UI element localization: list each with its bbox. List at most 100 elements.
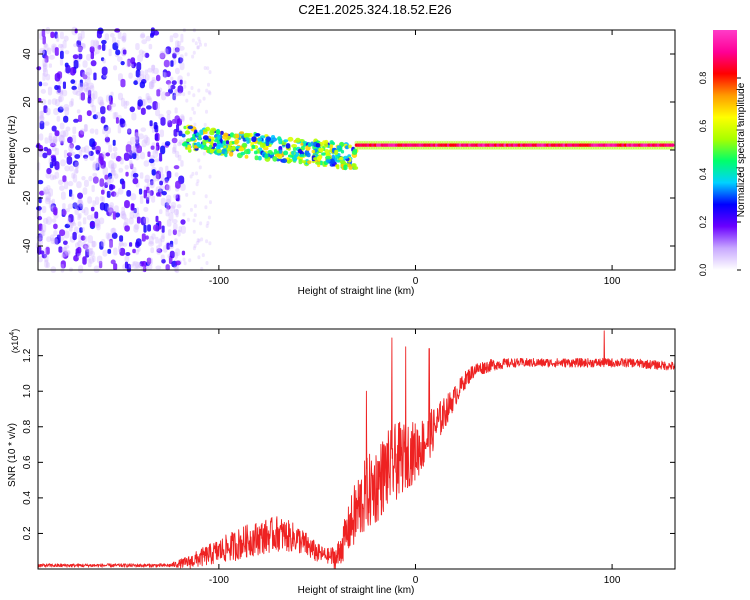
spectrogram-cell — [104, 134, 109, 139]
spectrogram-cell — [80, 235, 86, 241]
spectrogram-cell — [205, 109, 208, 114]
spectrogram-cell — [600, 143, 604, 147]
spectrogram-cell — [59, 229, 66, 237]
spectrogram-cell — [51, 98, 58, 105]
spectrogram-y-label: Frequency (Hz) — [7, 116, 18, 185]
spectrogram-cell — [54, 147, 59, 156]
spectrogram-cell — [82, 241, 86, 248]
spectrogram-cell — [76, 204, 82, 211]
spectrogram-cell — [86, 214, 93, 221]
spectrogram-cell — [171, 219, 178, 224]
spectrogram-cell — [300, 142, 304, 146]
spectrogram-cell — [39, 250, 45, 255]
spectrogram-cell — [283, 150, 289, 156]
spectrogram-cell — [108, 172, 113, 180]
spectrogram-cell — [112, 36, 116, 44]
snr-series-line — [37, 330, 676, 569]
spectrogram-cell — [254, 155, 259, 161]
spectrogram-cell — [203, 122, 207, 127]
spectrogram-cell — [124, 200, 130, 209]
spectrogram-cell — [159, 152, 163, 162]
spectrogram-cell — [39, 47, 45, 56]
spectrogram-cell — [71, 193, 75, 200]
spectrogram-cell — [112, 139, 116, 146]
spectrogram-cell — [197, 255, 201, 260]
spectrogram-cell — [245, 137, 249, 141]
spectrogram-cell — [138, 133, 144, 140]
colorbar-tick-label: 0.2 — [698, 216, 708, 229]
spectrogram-cell — [348, 165, 353, 170]
spectrogram-cell — [136, 216, 141, 224]
spectrogram-cell — [125, 100, 130, 106]
spectrogram-cell — [120, 78, 126, 88]
spectrogram-cell — [92, 200, 96, 207]
spectrogram-cell — [68, 165, 74, 172]
y-tick-label: 1.2 — [22, 348, 33, 362]
spectrogram-cell — [160, 173, 165, 183]
spectrogram-cell — [77, 199, 83, 207]
spectrogram-cell — [62, 130, 69, 137]
y-tick-label: -40 — [22, 238, 33, 253]
spectrogram-cell — [104, 136, 110, 143]
spectrogram-cell — [87, 258, 92, 268]
spectrogram-cell — [139, 70, 145, 76]
spectrogram-cell — [40, 229, 44, 237]
spectrogram-cell — [46, 148, 52, 156]
spectrogram-cell — [228, 145, 233, 152]
spectrogram-cell — [171, 137, 178, 144]
spectrogram-cell — [110, 164, 115, 173]
spectrogram-cell — [72, 126, 77, 135]
spectrogram-cell — [102, 249, 108, 257]
spectrogram-cell — [593, 143, 597, 147]
spectrogram-cell — [65, 208, 71, 213]
spectrogram-cell — [174, 238, 178, 245]
spectrogram-cell — [519, 143, 524, 147]
spectrogram-cell — [131, 166, 137, 174]
spectrogram-cell — [60, 44, 64, 53]
spectrogram-cell — [468, 143, 472, 147]
spectrogram-cell — [195, 171, 198, 176]
spectrogram-cell — [99, 196, 104, 202]
spectrogram-cell — [206, 66, 210, 71]
spectrogram-cell — [135, 135, 140, 143]
spectrogram-cell — [41, 253, 47, 259]
spectrogram-cell — [194, 129, 198, 134]
spectrogram-cell — [38, 145, 43, 152]
spectrogram-cell — [136, 207, 139, 215]
spectrogram-cell — [90, 206, 95, 212]
spectrogram-cell — [147, 257, 153, 266]
spectrogram-cell — [198, 99, 202, 104]
spectrogram-cell — [160, 117, 166, 126]
spectrogram-cell — [392, 143, 396, 147]
spectrogram-cell — [86, 110, 92, 117]
spectrogram-cell — [324, 139, 329, 145]
spectrogram-cell — [72, 231, 77, 241]
spectrogram-cell — [640, 143, 644, 147]
spectrogram-cell — [170, 201, 177, 209]
spectrogram-cell — [357, 143, 361, 147]
spectrogram-cell — [72, 160, 79, 167]
spectrogram-cell — [172, 32, 179, 39]
spectrogram-cell — [168, 212, 174, 221]
spectrogram-cell — [100, 116, 106, 124]
spectrogram-cell — [109, 238, 113, 248]
spectrogram-cell — [202, 151, 206, 156]
snr-multiplier: (x104) — [9, 329, 20, 353]
spectrogram-cell — [88, 150, 94, 156]
spectrogram-cell — [48, 200, 54, 209]
spectrogram-cell — [43, 248, 47, 256]
spectrogram-cell — [60, 264, 65, 273]
spectrogram-cell — [206, 149, 211, 154]
spectrogram-cell — [96, 157, 100, 165]
spectrogram-cell — [82, 82, 89, 87]
spectrogram-cell — [101, 57, 105, 62]
spectrogram-cell — [81, 227, 85, 232]
spectrogram-cell — [430, 143, 434, 147]
spectrogram-cell — [156, 102, 160, 110]
spectrogram-cell — [85, 243, 90, 252]
spectrogram-cell — [178, 91, 182, 96]
spectrogram-cell — [259, 142, 266, 148]
snr-x-ticks: -100 0 100 — [209, 329, 621, 586]
spectrogram-cell — [98, 101, 105, 106]
spectrogram-cell — [110, 153, 116, 160]
